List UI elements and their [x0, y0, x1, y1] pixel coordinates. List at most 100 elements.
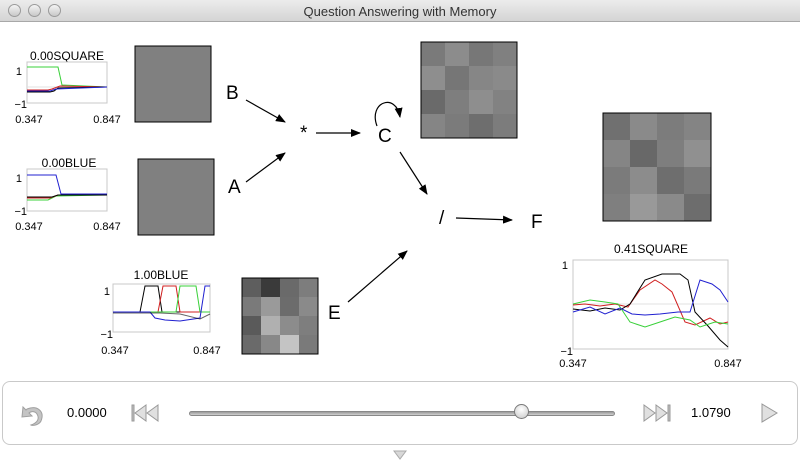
- network-canvas: B A * C / E F 0.00SQUARE 1 −1 0.347 0.84…: [14, 41, 742, 370]
- grid-cell: [242, 297, 261, 316]
- grid-cell: [242, 335, 261, 354]
- grid-cell: [469, 90, 493, 114]
- grid-cell: [445, 90, 469, 114]
- grid-cell: [630, 167, 657, 194]
- x-max-tick: 0.847: [193, 345, 221, 357]
- x-max-tick: 0.847: [714, 358, 742, 370]
- grid-cell: [261, 335, 280, 354]
- x-max-tick: 0.847: [93, 221, 121, 233]
- y-max-tick: 1: [16, 173, 22, 185]
- x-min-tick: 0.347: [559, 358, 587, 370]
- grid-cell: [280, 316, 299, 335]
- y-min-tick: −1: [100, 329, 113, 341]
- grid-cell: [684, 140, 711, 167]
- play-icon[interactable]: [759, 402, 779, 424]
- window-titlebar: Question Answering with Memory: [0, 0, 800, 22]
- grid-cell: [421, 114, 445, 138]
- grid-cell: [421, 42, 445, 66]
- y-min-tick: −1: [14, 99, 27, 111]
- grid-cell: [299, 316, 318, 335]
- skip-to-end-icon[interactable]: [641, 403, 673, 423]
- timeline-slider-thumb[interactable]: [513, 404, 529, 419]
- grid-cell: [684, 167, 711, 194]
- node-f[interactable]: F: [531, 212, 543, 233]
- y-max-tick: 1: [104, 286, 110, 298]
- grid-b: [134, 45, 212, 123]
- edge-a-star: [245, 152, 286, 183]
- grid-cell: [261, 297, 280, 316]
- grid-cell: [493, 114, 517, 138]
- window-title: Question Answering with Memory: [303, 4, 497, 19]
- x-max-tick: 0.847: [93, 114, 121, 126]
- x-min-tick: 0.347: [101, 345, 129, 357]
- grid-cell: [657, 140, 684, 167]
- plot-square-1: 0.00SQUARE 1 −1 0.347 0.847: [14, 49, 120, 126]
- grid-f: [602, 112, 712, 222]
- plot-blue-1: 0.00BLUE 1 −1 0.347 0.847: [14, 156, 120, 233]
- grid-border: [137, 158, 215, 236]
- node-slash[interactable]: /: [439, 208, 445, 229]
- grid-cell: [138, 159, 214, 235]
- grid-cell: [421, 90, 445, 114]
- y-min-tick: −1: [14, 206, 27, 218]
- grid-e: [241, 277, 319, 355]
- grid-cell: [445, 114, 469, 138]
- grid-cell: [630, 113, 657, 140]
- y-min-tick: −1: [560, 346, 573, 358]
- grid-cell: [603, 140, 630, 167]
- grid-cell: [242, 316, 261, 335]
- edge-slash-f: [455, 215, 513, 224]
- grid-cell: [421, 66, 445, 90]
- grid-cell: [242, 278, 261, 297]
- timeline-slider-track[interactable]: [189, 411, 615, 416]
- y-max-tick: 1: [562, 260, 568, 272]
- undo-reset-icon[interactable]: [19, 399, 47, 427]
- plot-blue-2: 1.00BLUE 1 −1 0.347 0.847: [100, 268, 220, 357]
- grid-cell: [603, 167, 630, 194]
- grid-cell: [493, 42, 517, 66]
- grid-cell: [469, 66, 493, 90]
- grid-cell: [657, 113, 684, 140]
- grid-cell: [280, 278, 299, 297]
- plot-title: 0.00BLUE: [42, 156, 97, 170]
- end-time: 1.0790: [691, 405, 731, 420]
- grid-cell: [469, 114, 493, 138]
- grid-cell: [261, 316, 280, 335]
- node-c[interactable]: C: [378, 126, 392, 147]
- plot-title: 0.41SQUARE: [614, 242, 688, 256]
- grid-cell: [299, 335, 318, 354]
- y-max-tick: 1: [16, 66, 22, 78]
- transport-controls: 0.0000 1.0790: [2, 381, 798, 445]
- grid-cell: [684, 113, 711, 140]
- grid-cell: [299, 297, 318, 316]
- edge-c-self-loop: [374, 101, 403, 127]
- grid-cell: [657, 167, 684, 194]
- grid-cell: [603, 113, 630, 140]
- edge-b-star: [245, 99, 286, 123]
- grid-cell: [445, 42, 469, 66]
- minimize-window-button[interactable]: [28, 4, 41, 17]
- grid-cell: [493, 66, 517, 90]
- panel-collapse-icon[interactable]: [393, 450, 407, 460]
- grid-cell: [299, 278, 318, 297]
- plot-square-2: 0.41SQUARE 1 −1 0.347 0.847: [559, 242, 742, 370]
- node-b[interactable]: B: [226, 83, 239, 104]
- grid-border: [420, 41, 518, 139]
- edge-c-slash: [399, 151, 428, 195]
- edge-e-slash: [347, 250, 408, 303]
- node-e[interactable]: E: [328, 303, 341, 324]
- grid-cell: [684, 194, 711, 221]
- grid-cell: [445, 66, 469, 90]
- grid-border: [134, 45, 212, 123]
- zoom-window-button[interactable]: [48, 4, 61, 17]
- grid-cell: [493, 90, 517, 114]
- node-star[interactable]: *: [300, 123, 308, 144]
- grid-border: [602, 112, 712, 222]
- node-a[interactable]: A: [228, 177, 241, 198]
- grid-cell: [603, 194, 630, 221]
- close-window-button[interactable]: [8, 4, 21, 17]
- grid-cell: [280, 335, 299, 354]
- skip-to-start-icon[interactable]: [129, 403, 161, 423]
- x-min-tick: 0.347: [15, 221, 43, 233]
- grid-cell: [630, 194, 657, 221]
